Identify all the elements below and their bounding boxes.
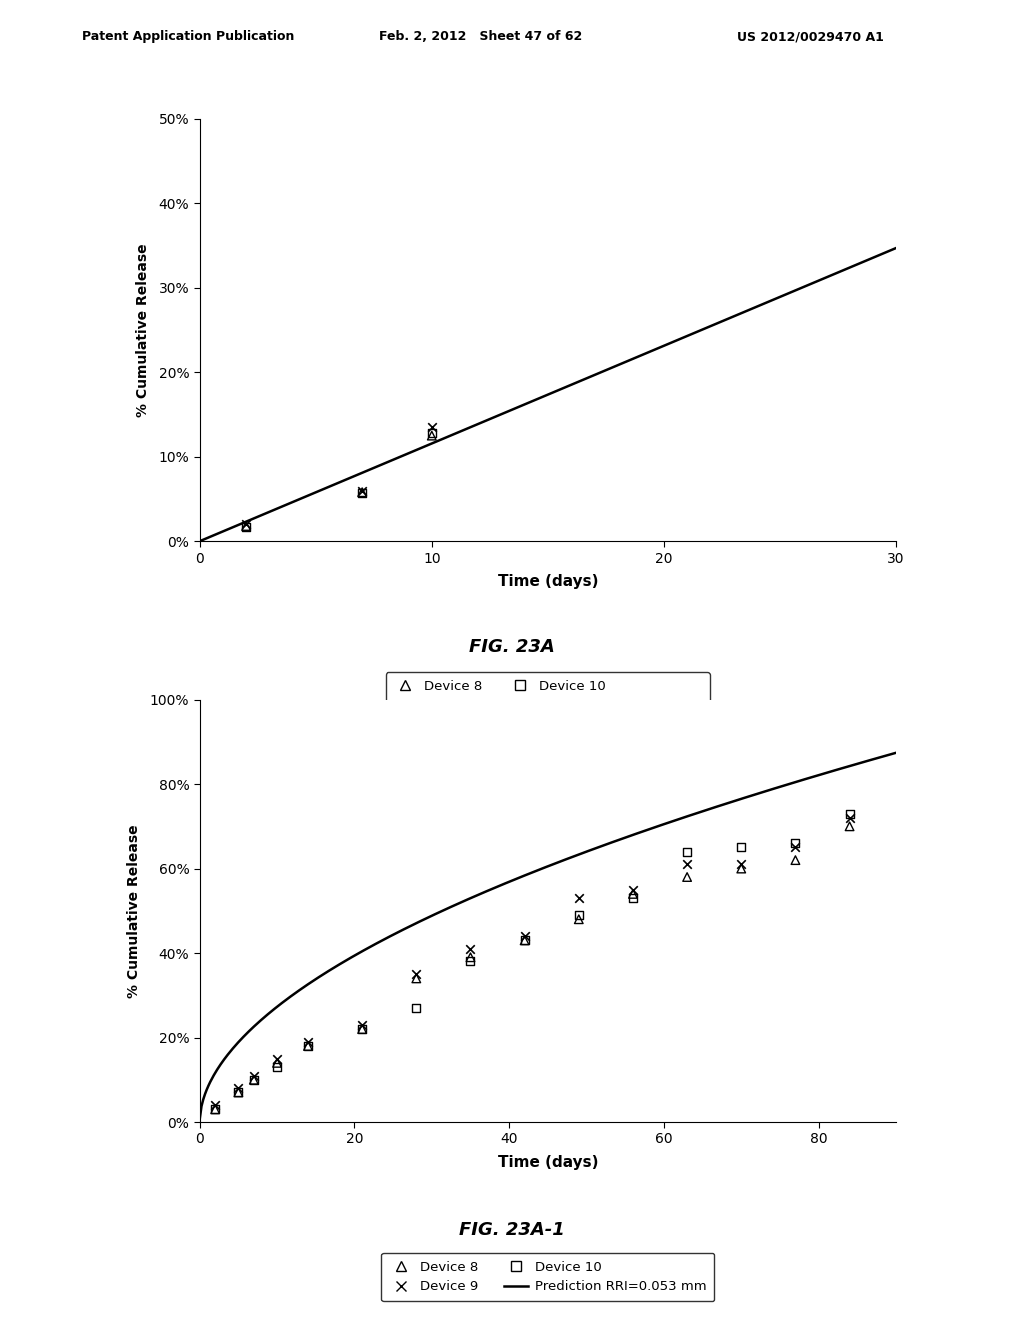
Point bbox=[896, 808, 912, 829]
X-axis label: Time (days): Time (days) bbox=[498, 1155, 598, 1170]
Point bbox=[787, 837, 804, 858]
Point bbox=[300, 1035, 316, 1056]
Point bbox=[516, 925, 532, 946]
Y-axis label: % Cumulative Release: % Cumulative Release bbox=[127, 824, 141, 998]
Text: Patent Application Publication: Patent Application Publication bbox=[82, 30, 294, 44]
Point bbox=[354, 1019, 371, 1040]
Legend: Device 8, Device 9, Device 10, Prediction RRI=0.05 mm: Device 8, Device 9, Device 10, Predictio… bbox=[386, 672, 710, 721]
Point bbox=[570, 908, 587, 929]
Point bbox=[896, 820, 912, 841]
X-axis label: Time (days): Time (days) bbox=[498, 574, 598, 589]
Point bbox=[300, 1035, 316, 1056]
Point bbox=[246, 1065, 262, 1086]
Text: US 2012/0029470 A1: US 2012/0029470 A1 bbox=[737, 30, 884, 44]
Point bbox=[269, 1048, 286, 1069]
Point bbox=[230, 1082, 247, 1104]
Point bbox=[462, 946, 478, 968]
Y-axis label: % Cumulative Release: % Cumulative Release bbox=[136, 243, 151, 417]
Point bbox=[230, 1077, 247, 1098]
Point bbox=[246, 1069, 262, 1090]
Point bbox=[570, 887, 587, 908]
Point bbox=[424, 422, 440, 444]
Point bbox=[733, 837, 750, 858]
Point bbox=[424, 417, 440, 438]
Point bbox=[625, 879, 641, 900]
Point bbox=[230, 1082, 247, 1104]
Point bbox=[300, 1031, 316, 1052]
Point bbox=[516, 929, 532, 950]
Point bbox=[842, 808, 858, 829]
Point bbox=[842, 803, 858, 824]
Point bbox=[354, 1014, 371, 1035]
Point bbox=[409, 964, 425, 985]
Point bbox=[269, 1056, 286, 1077]
Point bbox=[733, 854, 750, 875]
Point bbox=[842, 816, 858, 837]
Point bbox=[238, 515, 254, 536]
Legend: Device 8, Device 9, Device 10, Prediction RRI=0.053 mm: Device 8, Device 9, Device 10, Predictio… bbox=[382, 1253, 714, 1302]
Point bbox=[354, 480, 371, 502]
Point bbox=[354, 482, 371, 503]
Point bbox=[787, 850, 804, 871]
Point bbox=[238, 513, 254, 535]
Point bbox=[269, 1052, 286, 1073]
Point bbox=[354, 1019, 371, 1040]
Point bbox=[207, 1098, 223, 1119]
Point bbox=[246, 1069, 262, 1090]
Point bbox=[787, 833, 804, 854]
Point bbox=[207, 1094, 223, 1115]
Point bbox=[462, 939, 478, 960]
Point bbox=[733, 858, 750, 879]
Point bbox=[896, 795, 912, 816]
Point bbox=[516, 929, 532, 950]
Point bbox=[424, 425, 440, 446]
Point bbox=[679, 854, 695, 875]
Point bbox=[207, 1098, 223, 1119]
Point bbox=[409, 968, 425, 989]
Point bbox=[570, 904, 587, 925]
Text: FIG. 23A: FIG. 23A bbox=[469, 638, 555, 656]
Point bbox=[409, 998, 425, 1019]
Point bbox=[625, 887, 641, 908]
Point bbox=[625, 883, 641, 904]
Text: FIG. 23A-1: FIG. 23A-1 bbox=[459, 1221, 565, 1239]
Point bbox=[679, 841, 695, 862]
Point bbox=[462, 950, 478, 972]
Point bbox=[354, 483, 371, 504]
Point bbox=[238, 516, 254, 537]
Point bbox=[679, 866, 695, 887]
Text: Feb. 2, 2012   Sheet 47 of 62: Feb. 2, 2012 Sheet 47 of 62 bbox=[379, 30, 582, 44]
